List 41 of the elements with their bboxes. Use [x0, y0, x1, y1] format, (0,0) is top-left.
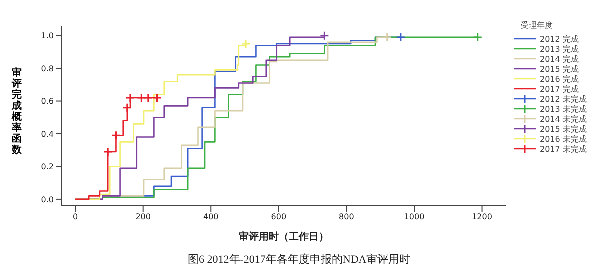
legend-title: 受理年度 — [520, 20, 554, 31]
legend-label: 2017 未完成 — [540, 144, 587, 154]
point — [136, 93, 146, 103]
x-axis-title: 审评用时（工作日） — [239, 231, 329, 243]
x-tick-label: 1000 — [404, 212, 425, 222]
point — [241, 39, 251, 49]
legend-label: 2015 完成 — [540, 64, 579, 74]
y-tick-label: 0.2 — [41, 162, 54, 172]
y-tick-label: 0.4 — [41, 130, 54, 139]
legend-label: 2015 未完成 — [540, 124, 587, 134]
point — [320, 31, 330, 41]
point — [122, 103, 132, 113]
legend-label: 2014 未完成 — [540, 114, 587, 124]
point — [473, 32, 483, 42]
point — [382, 32, 392, 42]
point — [396, 32, 406, 42]
legend-label: 2012 完成 — [540, 34, 579, 44]
x-tick-label: 0 — [73, 212, 78, 222]
x-tick-label: 200 — [136, 212, 151, 222]
point — [126, 93, 136, 103]
x-tick-label: 600 — [271, 212, 287, 222]
y-tick-label: 0.0 — [41, 195, 54, 204]
x-tick-label: 800 — [339, 212, 354, 222]
y-tick-label: 0.8 — [41, 64, 54, 74]
legend-label: 2014 完成 — [540, 54, 579, 64]
legend-label: 2016 未完成 — [540, 134, 587, 144]
point — [144, 93, 154, 103]
legend-label: 2016 完成 — [540, 74, 579, 84]
x-tick-label: 1200 — [472, 212, 492, 222]
legend-label: 2013 完成 — [540, 44, 579, 54]
caption: 图6 2012年-2017年各年度申报的NDA审评用时 — [188, 252, 411, 267]
legend-label: 2013 未完成 — [540, 104, 587, 114]
legend-label: 2012 未完成 — [540, 94, 587, 104]
point — [152, 93, 162, 103]
y-tick-label: 1.0 — [41, 32, 54, 41]
y-tick-label: 0.6 — [41, 97, 54, 106]
point — [111, 130, 121, 140]
legend-label: 2017 完成 — [540, 84, 579, 94]
point — [103, 147, 113, 157]
x-tick-label: 400 — [203, 212, 219, 222]
y-axis-title: 审评完成概率函数 — [10, 68, 23, 156]
